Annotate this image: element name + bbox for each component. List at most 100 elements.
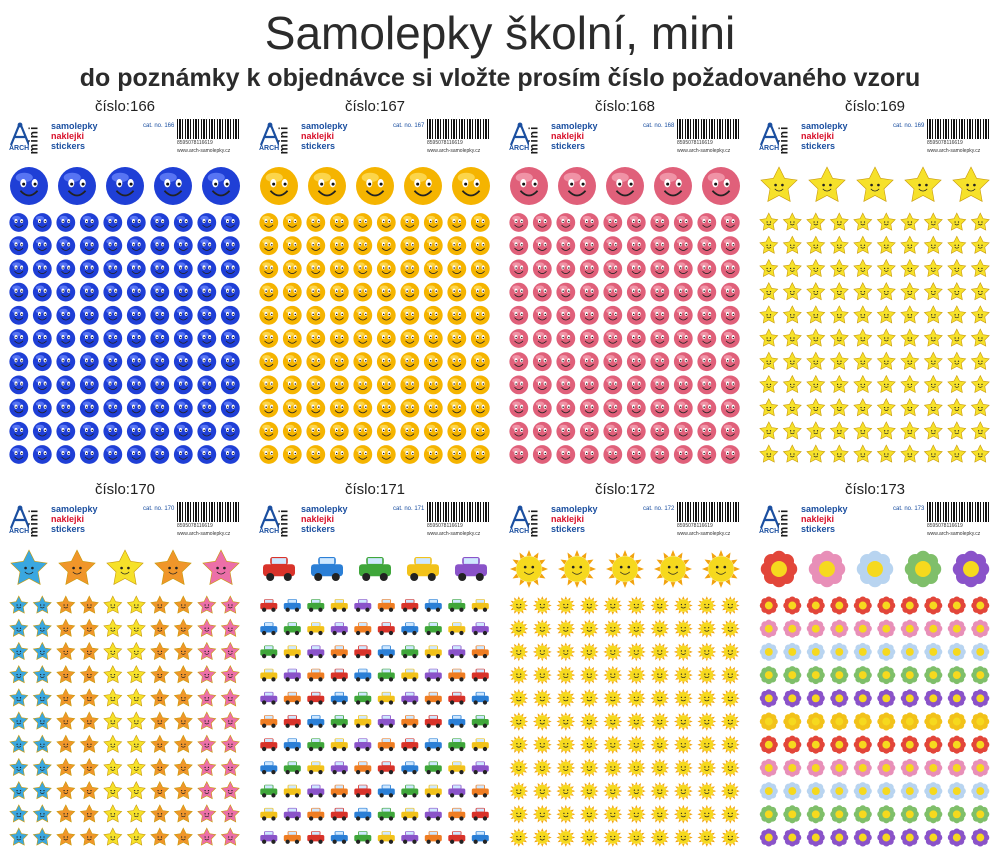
barcode-number: 8595078116619 [177, 140, 213, 146]
small-sticker-face-icon [259, 236, 279, 256]
small-sticker-star-icon [32, 734, 52, 753]
small-sticker-face-icon [697, 236, 717, 256]
small-sticker-flower-icon [924, 666, 943, 685]
small-sticker-star-icon [947, 258, 967, 278]
small-sticker-sun-icon [626, 804, 646, 824]
small-sticker-flower-icon [853, 596, 872, 615]
small-sticker-sun-icon [532, 688, 552, 708]
brand-line-3: stickers [51, 524, 86, 534]
small-sticker-car-icon [377, 738, 395, 752]
small-sticker-flower-icon [759, 619, 778, 638]
small-sticker-flower-icon [783, 642, 802, 661]
small-sticker-face-icon [509, 305, 529, 325]
brand-line-1: samolepky [51, 504, 98, 514]
small-sticker-flower-icon [830, 828, 849, 847]
small-sticker-face-icon [423, 236, 443, 256]
large-sticker-face-icon [404, 167, 442, 205]
small-sticker-face-icon [423, 329, 443, 348]
small-sticker-car-icon [330, 831, 348, 844]
small-sticker-face-icon [400, 445, 420, 464]
small-sticker-flower-icon [947, 642, 966, 661]
small-sticker-face-icon [673, 213, 693, 232]
small-sticker-face-icon [220, 259, 240, 279]
small-sticker-face-icon [353, 375, 373, 395]
small-sticker-flower-icon [947, 596, 966, 615]
small-sticker-flower-icon [783, 712, 802, 731]
small-sticker-star-icon [103, 757, 123, 777]
small-sticker-star-icon [782, 421, 802, 440]
sticker-sheet: ARCH mini samolepky naklejki stickers cat. no… [255, 498, 495, 854]
small-sticker-star-icon [806, 305, 826, 324]
small-sticker-flower-icon [947, 782, 966, 801]
small-sticker-sun-icon [556, 642, 576, 662]
small-sticker-face-icon [447, 398, 467, 418]
sheet-url: www.arch-samolepky.cz [927, 531, 981, 537]
small-sticker-star-icon [759, 444, 779, 463]
small-sticker-star-icon [197, 827, 217, 846]
small-sticker-face-icon [282, 375, 302, 395]
catalog-number: cat. no. 167 [393, 123, 425, 129]
small-sticker-face-icon [470, 352, 490, 372]
small-sticker-star-icon [970, 444, 990, 463]
small-sticker-sun-icon [556, 828, 576, 847]
small-sticker-car-icon [330, 807, 348, 821]
small-sticker-face-icon [720, 236, 740, 256]
small-sticker-sun-icon [650, 735, 670, 755]
sheet-url: www.arch-samolepky.cz [427, 531, 481, 537]
small-sticker-face-icon [56, 375, 76, 395]
small-sticker-face-icon [556, 375, 576, 395]
brand-text: samolepky naklejki stickers [51, 504, 98, 534]
small-sticker-car-icon [424, 738, 442, 752]
small-sticker-sun-icon [626, 828, 646, 847]
small-sticker-star-icon [970, 305, 990, 324]
small-sticker-sun-icon [532, 712, 552, 731]
small-sticker-sun-icon [603, 642, 623, 662]
small-sticker-face-icon [32, 236, 52, 256]
large-sticker-face-icon [308, 167, 346, 205]
small-sticker-face-icon [376, 305, 396, 325]
brand-line-3: stickers [51, 141, 86, 151]
small-sticker-car-icon [330, 645, 348, 659]
small-sticker-face-icon [532, 329, 552, 348]
small-sticker-car-icon [307, 738, 325, 752]
large-sticker-face-icon [10, 167, 48, 205]
small-sticker-star-icon [9, 757, 29, 777]
small-sticker-flower-icon [924, 712, 943, 731]
brand-line-2: naklejki [551, 131, 585, 141]
small-stickers-grid [259, 213, 490, 464]
barcode-number: 8595078116619 [927, 140, 963, 146]
small-sticker-star-icon [923, 235, 943, 254]
large-sticker-car-icon [311, 557, 343, 581]
small-sticker-star-icon [759, 328, 779, 347]
small-sticker-face-icon [306, 352, 326, 372]
small-sticker-flower-icon [853, 805, 872, 824]
small-sticker-sun-icon [697, 781, 717, 801]
small-sticker-flower-icon [924, 758, 943, 777]
small-sticker-face-icon [56, 352, 76, 372]
small-sticker-sun-icon [720, 665, 740, 685]
small-sticker-face-icon [126, 352, 146, 372]
small-sticker-face-icon [56, 329, 76, 348]
small-sticker-sun-icon [626, 712, 646, 731]
small-sticker-car-icon [401, 738, 419, 752]
small-sticker-face-icon [150, 282, 170, 302]
small-sticker-flower-icon [853, 642, 872, 661]
small-sticker-star-icon [759, 351, 779, 370]
small-sticker-face-icon [150, 375, 170, 395]
small-sticker-sun-icon [626, 781, 646, 801]
small-sticker-face-icon [32, 352, 52, 372]
small-sticker-star-icon [126, 595, 146, 614]
small-sticker-face-icon [376, 329, 396, 348]
small-sticker-face-icon [400, 421, 420, 441]
small-sticker-face-icon [220, 282, 240, 302]
small-sticker-sun-icon [720, 735, 740, 755]
small-sticker-face-icon [173, 213, 193, 232]
small-sticker-sun-icon [697, 758, 717, 778]
small-sticker-star-icon [32, 827, 52, 846]
small-sticker-star-icon [970, 258, 990, 278]
small-sticker-face-icon [150, 236, 170, 256]
small-sticker-sun-icon [650, 828, 670, 847]
small-sticker-star-icon [853, 398, 873, 417]
small-sticker-flower-icon [806, 735, 825, 754]
small-sticker-face-icon [9, 398, 29, 418]
